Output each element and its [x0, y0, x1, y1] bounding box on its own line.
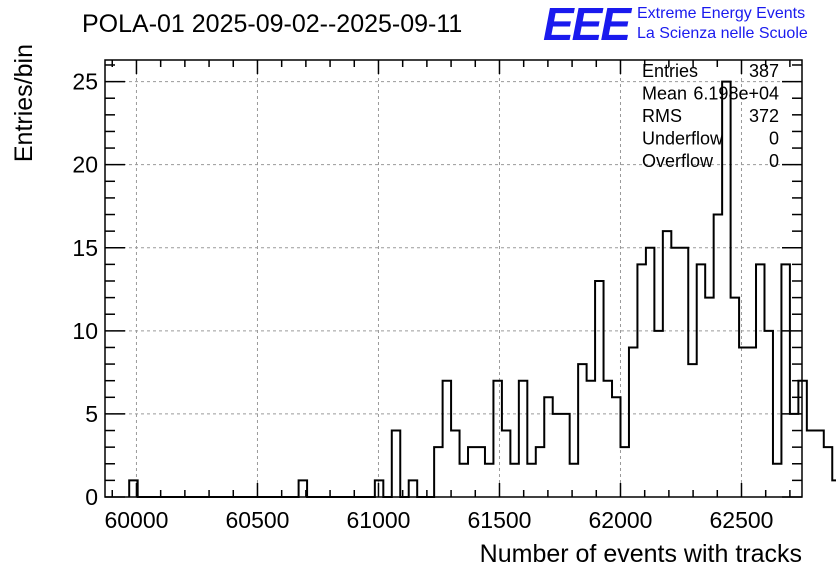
stats-label-0: Entries — [642, 61, 698, 81]
histogram-bin-59 — [629, 347, 637, 497]
histogram-bin-74 — [756, 264, 764, 497]
stats-value-1: 6.198e+04 — [693, 84, 779, 104]
histogram-bin-45 — [510, 464, 518, 497]
y-axis-label: Entries/bin — [10, 44, 38, 162]
histogram-bin-41 — [476, 447, 484, 497]
stats-label-3: Underflow — [642, 129, 724, 149]
histogram-bin-76 — [773, 464, 781, 497]
x-tick-labels: 60000 60500 61000 61500 62000 62500 — [104, 507, 773, 533]
histogram-bin-71 — [731, 298, 739, 497]
histogram-bin-47 — [527, 464, 535, 497]
histogram-bin-44 — [502, 431, 510, 497]
histogram-bin-36 — [434, 447, 442, 497]
histogram-bin-80 — [807, 431, 815, 497]
histogram-bin-39 — [460, 464, 468, 497]
histogram-bin-67 — [697, 264, 705, 497]
x-tick-label-1: 60500 — [225, 507, 289, 533]
histogram-bin-63 — [663, 231, 671, 497]
plot-frame — [104, 59, 803, 498]
histogram-bin-68 — [705, 298, 713, 497]
x-tick-label-0: 60000 — [104, 507, 168, 533]
y-tick-labels: 0 5 10 15 20 25 — [72, 69, 98, 510]
stats-label-4: Overflow — [642, 151, 714, 171]
chart-title: POLA-01 2025-09-02--2025-09-11 — [82, 10, 462, 38]
y-tick-label-5: 25 — [72, 69, 98, 95]
histogram-bin-38 — [451, 431, 459, 497]
stats-value-4: 0 — [769, 151, 779, 171]
x-tick-label-5: 62500 — [710, 507, 774, 533]
x-gridlines — [135, 60, 742, 497]
histogram-bin-82 — [824, 447, 832, 497]
histogram-bin-48 — [536, 447, 544, 497]
histogram-bin-37 — [443, 381, 451, 497]
y-tick-label-1: 5 — [85, 401, 98, 427]
histogram-bin-51 — [561, 414, 569, 497]
histogram-bin-81 — [815, 431, 823, 497]
histogram-bin-72 — [739, 347, 747, 497]
histogram-bin-78 — [790, 414, 798, 497]
histogram-bin-33 — [409, 480, 417, 497]
stats-value-3: 0 — [769, 129, 779, 149]
stats-value-2: 372 — [749, 106, 779, 126]
histogram-bin-50 — [553, 414, 561, 497]
x-axis-label: Number of events with tracks — [480, 540, 802, 568]
histogram-bin-70 — [722, 82, 730, 497]
histogram-bin-55 — [595, 281, 603, 497]
histogram-bin-31 — [392, 431, 400, 497]
axis-ticks — [105, 60, 802, 498]
histogram-bin-52 — [570, 464, 578, 497]
histogram-bin-66 — [688, 364, 696, 497]
histogram-bin-64 — [671, 248, 679, 497]
y-tick-label-2: 10 — [72, 318, 98, 344]
histogram-bin-69 — [714, 215, 722, 497]
histogram-bin-73 — [748, 347, 756, 497]
histogram-bin-54 — [587, 381, 595, 497]
logo-mark: EEE — [543, 0, 632, 50]
stats-box: Entries 387 Mean 6.198e+04 RMS 372 Underflow 0 O… — [642, 61, 779, 171]
histogram-bin-56 — [604, 381, 612, 497]
histogram-bin-49 — [544, 397, 552, 497]
stats-label-1: Mean — [642, 84, 687, 104]
histogram-bin-43 — [493, 381, 501, 497]
stats-label-2: RMS — [642, 106, 682, 126]
x-tick-label-3: 61500 — [467, 507, 531, 533]
x-tick-label-4: 62000 — [589, 507, 653, 533]
eee-logo: EEE Extreme Energy Events La Scienza nel… — [543, 0, 808, 50]
y-tick-label-0: 0 — [85, 484, 98, 510]
histogram-bin-53 — [578, 364, 586, 497]
histogram-bin-60 — [637, 264, 645, 497]
histogram-bin-46 — [519, 381, 527, 497]
histogram-bin-83 — [832, 480, 836, 497]
histogram-bin-77 — [781, 264, 789, 497]
histogram-series-line — [128, 80, 836, 498]
y-tick-label-3: 15 — [72, 235, 98, 261]
histogram-bin-65 — [680, 248, 688, 497]
histogram-bin-58 — [620, 447, 628, 497]
histogram-bin-42 — [485, 464, 493, 497]
y-tick-label-4: 20 — [72, 152, 98, 178]
histogram-bin-40 — [468, 447, 476, 497]
logo-line-1: Extreme Energy Events — [637, 5, 805, 22]
histogram-bin-61 — [646, 248, 654, 497]
histogram-bin-57 — [612, 397, 620, 497]
x-tick-label-2: 61000 — [346, 507, 410, 533]
stats-value-0: 387 — [749, 61, 779, 81]
logo-line-2: La Scienza nelle Scuole — [637, 25, 808, 42]
